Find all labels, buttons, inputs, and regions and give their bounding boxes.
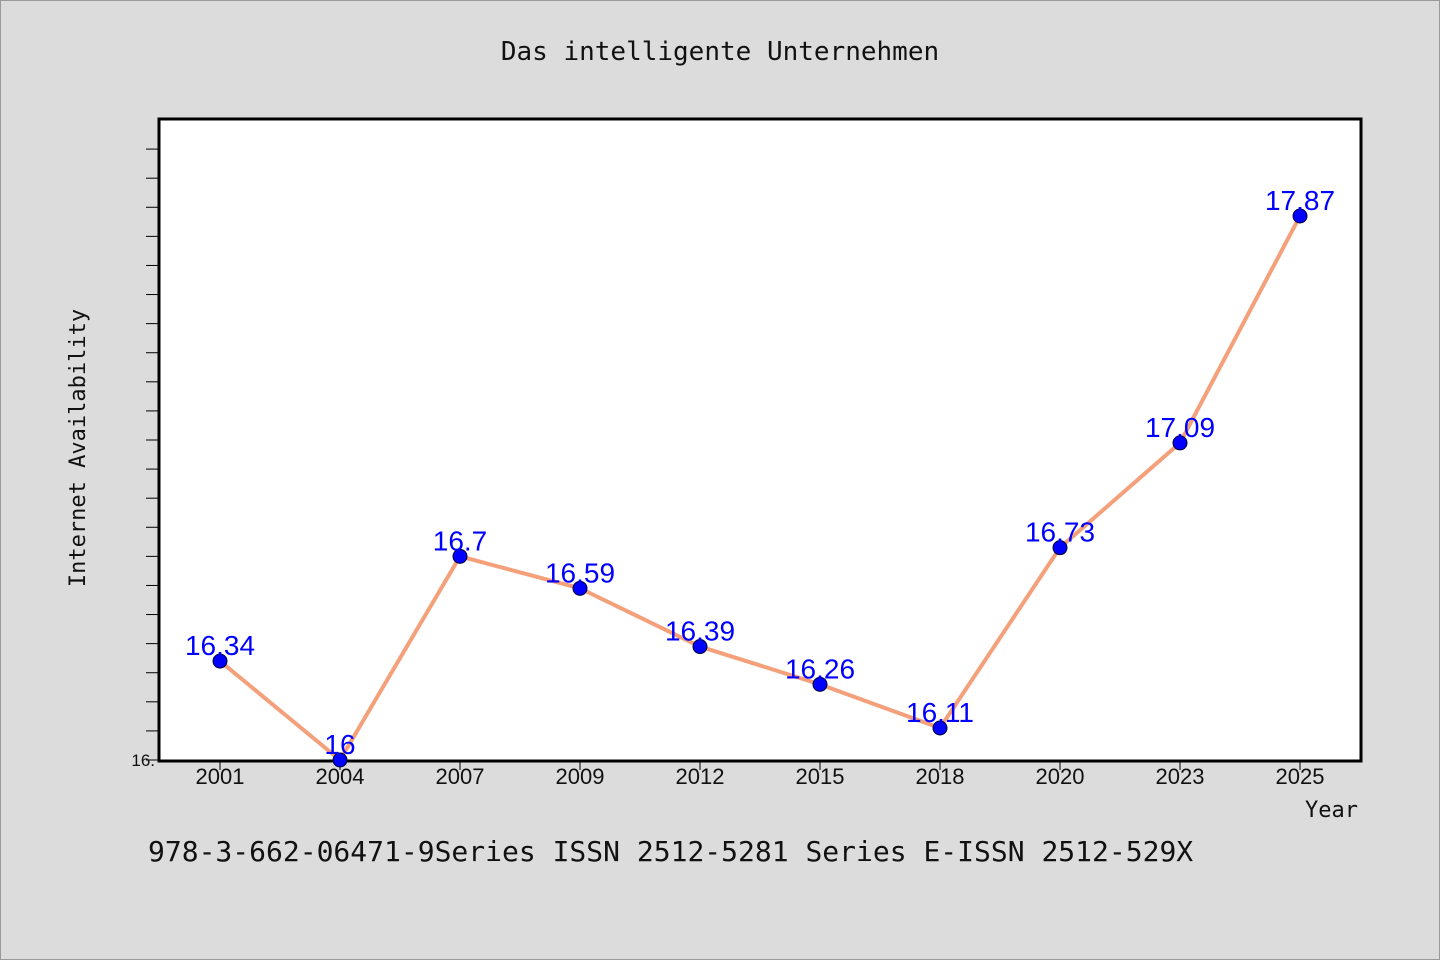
x-tick-label: 2009 [556,764,605,789]
data-label: 16.7 [433,525,488,556]
data-label: 16 [324,729,355,760]
data-label: 16.73 [1025,517,1095,548]
data-point-marker [1052,540,1068,556]
data-point-marker [452,548,468,564]
data-label: 16.39 [665,616,735,647]
data-label: 16.34 [185,630,255,661]
data-labels-layer: 16.34 16 16.7 16.59 16.39 16.26 16.11 16.73 17.0… [185,185,1335,760]
data-point-marker [812,676,828,692]
plot-area [157,117,1363,763]
footer-isbn-issn: 978-3-662-06471-9Series ISSN 2512-5281 S… [148,835,1193,868]
x-axis-ticks: 2001 2004 2007 2009 2012 2015 2018 2020 2023 2025 [196,760,1325,789]
y-axis-ticks [146,148,160,761]
x-tick-label: 2018 [916,764,965,789]
x-tick-label: 2023 [1156,764,1205,789]
x-axis-label: Year [1305,798,1358,823]
data-label: 16.11 [906,697,974,728]
x-tick-label: 2004 [316,764,365,789]
data-point-marker [1172,435,1188,451]
data-point-marker [572,580,588,596]
chart-title: Das intelligente Unternehmen [501,37,939,67]
x-tick-label: 2020 [1036,764,1085,789]
x-tick-label: 2012 [676,764,725,789]
series-line [218,215,1302,762]
data-label: 16.59 [545,557,615,588]
data-point-marker [692,639,708,655]
x-tick-label: 2025 [1276,764,1325,789]
data-label: 16.26 [785,653,855,684]
data-point-marker [1292,208,1308,224]
x-tick-label: 2015 [796,764,845,789]
y-axis-label: Internet Availability [66,309,91,587]
series-layer [212,208,1308,768]
data-point-marker [932,720,948,736]
data-label: 17.87 [1265,185,1335,216]
x-tick-label: 2007 [436,764,485,789]
data-point-marker [212,653,228,669]
x-tick-label: 2001 [196,764,245,789]
data-point-marker [332,752,348,768]
y-tick-label: 16. [131,751,155,770]
data-label: 17.09 [1145,412,1215,443]
